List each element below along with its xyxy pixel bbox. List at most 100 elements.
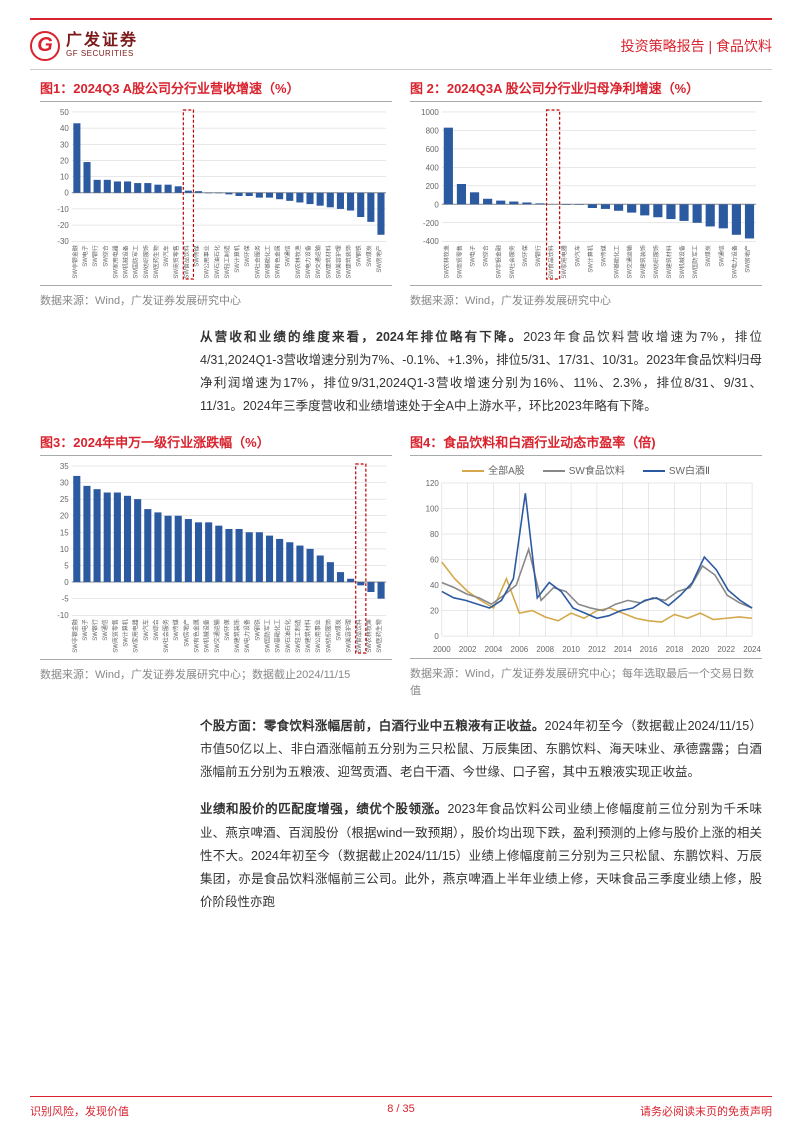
svg-text:40: 40: [430, 581, 439, 590]
chart-1-title: 图1：2024Q3 A股公司分行业营收增速（%）: [40, 78, 392, 102]
svg-text:-5: -5: [62, 595, 70, 604]
svg-text:SW通信: SW通信: [101, 619, 109, 641]
svg-text:SW汽车: SW汽车: [162, 245, 170, 267]
logo: G 广发证券 GF SECURITIES: [30, 31, 138, 61]
para1-lead: 从营收和业绩的维度来看，2024年排位略有下降。: [200, 330, 523, 344]
svg-text:SW农林牧渔: SW农林牧渔: [442, 245, 450, 278]
svg-text:2014: 2014: [614, 645, 632, 654]
svg-text:5: 5: [64, 561, 69, 570]
footer-right: 请务必阅读末页的免责声明: [640, 1103, 772, 1119]
para3-body: 2023年食品饮料公司业绩上修幅度前三位分别为千禾味业、燕京啤酒、百润股份（根据…: [200, 802, 762, 909]
svg-text:2016: 2016: [640, 645, 658, 654]
svg-text:SW综合: SW综合: [482, 245, 490, 267]
chart-1: 图1：2024Q3 A股公司分行业营收增速（%） -30-20-10010203…: [40, 78, 392, 312]
svg-text:2004: 2004: [485, 645, 503, 654]
svg-text:400: 400: [426, 163, 440, 172]
chart-1-svg: -30-20-1001020304050SW非银金融SW电子SW银行SW综合SW…: [40, 106, 392, 286]
svg-text:SW房地产: SW房地产: [182, 619, 190, 647]
svg-text:SW基础化工: SW基础化工: [274, 619, 282, 653]
svg-text:2022: 2022: [717, 645, 735, 654]
legend-item: SW食品饮料: [543, 462, 625, 477]
svg-text:SW建筑装饰: SW建筑装饰: [345, 245, 353, 278]
svg-text:SW社会服务: SW社会服务: [162, 619, 170, 653]
svg-text:SW纺织服饰: SW纺织服饰: [652, 245, 660, 278]
svg-text:SW家用电器: SW家用电器: [111, 245, 119, 278]
svg-text:SW机械设备: SW机械设备: [122, 245, 130, 278]
svg-text:SW汽车: SW汽车: [142, 619, 150, 641]
svg-text:SW交通运输: SW交通运输: [314, 245, 322, 278]
svg-text:SW传媒: SW传媒: [172, 619, 180, 641]
svg-text:35: 35: [60, 462, 69, 471]
svg-text:SW房地产: SW房地产: [744, 245, 752, 272]
svg-text:2002: 2002: [459, 645, 477, 654]
svg-text:SW环保: SW环保: [243, 245, 251, 267]
chart-2-title: 图 2：2024Q3A 股公司分行业归母净利增速（%）: [410, 78, 762, 102]
svg-text:SW煤炭: SW煤炭: [335, 619, 343, 641]
chart-3-svg: -10-505101520253035SW非银金融SW电子SW银行SW通信SW商…: [40, 460, 392, 660]
svg-text:SW建筑装饰: SW建筑装饰: [233, 619, 241, 653]
svg-text:SW通信: SW通信: [717, 245, 725, 267]
chart-4-title: 图4：食品饮料和白酒行业动态市盈率（倍): [410, 432, 762, 456]
paragraph-1: 从营收和业绩的维度来看，2024年排位略有下降。2023年食品饮料营收增速为7%…: [200, 326, 762, 419]
svg-text:SW机械设备: SW机械设备: [678, 245, 686, 278]
chart-4: 图4：食品饮料和白酒行业动态市盈率（倍) 全部A股SW食品饮料SW白酒Ⅱ 020…: [410, 432, 762, 701]
svg-text:2012: 2012: [588, 645, 606, 654]
svg-text:SW轻工制造: SW轻工制造: [294, 619, 302, 653]
svg-text:SW机械设备: SW机械设备: [203, 619, 211, 653]
chart-4-source: 数据来源：Wind，广发证券发展研究中心；每年选取最后一个交易日数值: [410, 662, 762, 701]
svg-text:SW商贸零售: SW商贸零售: [172, 245, 180, 278]
svg-text:SW纺织服饰: SW纺织服饰: [324, 619, 332, 653]
svg-text:SW非银金融: SW非银金融: [71, 245, 79, 278]
svg-text:120: 120: [426, 479, 440, 488]
svg-text:SW纺织服饰: SW纺织服饰: [142, 245, 150, 278]
svg-text:80: 80: [430, 530, 439, 539]
svg-text:SW传媒: SW传媒: [599, 245, 607, 267]
svg-text:SW综合: SW综合: [152, 619, 160, 641]
logo-cn: 广发证券: [66, 32, 138, 50]
logo-mark: G: [30, 31, 60, 61]
chart-2-source: 数据来源：Wind，广发证券发展研究中心: [410, 289, 762, 312]
svg-text:SW有色金属: SW有色金属: [193, 619, 201, 653]
svg-text:SW银行: SW银行: [91, 619, 99, 641]
chart-4-svg: 0204060801001202000200220042006200820102…: [410, 479, 762, 659]
svg-text:SW家用电器: SW家用电器: [560, 245, 568, 278]
svg-text:SW家用电器: SW家用电器: [132, 619, 140, 653]
svg-text:SW煤炭: SW煤炭: [365, 245, 373, 267]
svg-text:-10: -10: [57, 611, 69, 620]
svg-text:SW公用事业: SW公用事业: [314, 619, 322, 653]
svg-text:SW电力设备: SW电力设备: [730, 245, 738, 278]
svg-text:SW钢铁: SW钢铁: [355, 245, 363, 267]
svg-text:SW煤炭: SW煤炭: [704, 245, 712, 267]
svg-text:2008: 2008: [536, 645, 554, 654]
svg-text:-30: -30: [57, 237, 69, 246]
page-footer: 识别风险，发现价值 8 / 35 请务必阅读末页的免责声明: [30, 1096, 772, 1119]
svg-text:SW建筑装饰: SW建筑装饰: [639, 245, 647, 278]
svg-text:SW商贸零售: SW商贸零售: [455, 245, 463, 278]
svg-text:SW美容护理: SW美容护理: [345, 619, 353, 653]
svg-text:SW电子: SW电子: [469, 245, 477, 267]
para3-lead: 业绩和股价的匹配度增强，绩优个股领涨。: [200, 802, 448, 816]
svg-text:100: 100: [426, 504, 440, 513]
svg-text:2020: 2020: [692, 645, 710, 654]
para2-lead: 个股方面：零食饮料涨幅居前，白酒行业中五粮液有正收益。: [200, 719, 545, 733]
svg-text:SW通信: SW通信: [284, 245, 292, 267]
svg-text:SW电力设备: SW电力设备: [243, 619, 251, 653]
svg-text:2018: 2018: [666, 645, 684, 654]
svg-text:SW医药生物: SW医药生物: [375, 619, 383, 653]
svg-text:SW环保: SW环保: [223, 619, 231, 641]
svg-text:SW计算机: SW计算机: [586, 245, 594, 272]
svg-text:20: 20: [430, 607, 439, 616]
svg-text:0: 0: [434, 632, 439, 641]
svg-text:30: 30: [60, 140, 69, 149]
footer-page: 8 / 35: [387, 1103, 415, 1115]
svg-text:60: 60: [430, 556, 439, 565]
svg-text:SW钢铁: SW钢铁: [253, 619, 261, 641]
svg-text:SW计算机: SW计算机: [122, 619, 130, 647]
svg-text:SW电子: SW电子: [81, 619, 89, 641]
svg-text:25: 25: [60, 495, 69, 504]
svg-text:20: 20: [60, 512, 69, 521]
svg-text:-20: -20: [57, 221, 69, 230]
svg-text:0: 0: [64, 578, 69, 587]
svg-text:2024: 2024: [743, 645, 761, 654]
svg-text:SW社会服务: SW社会服务: [253, 245, 261, 278]
